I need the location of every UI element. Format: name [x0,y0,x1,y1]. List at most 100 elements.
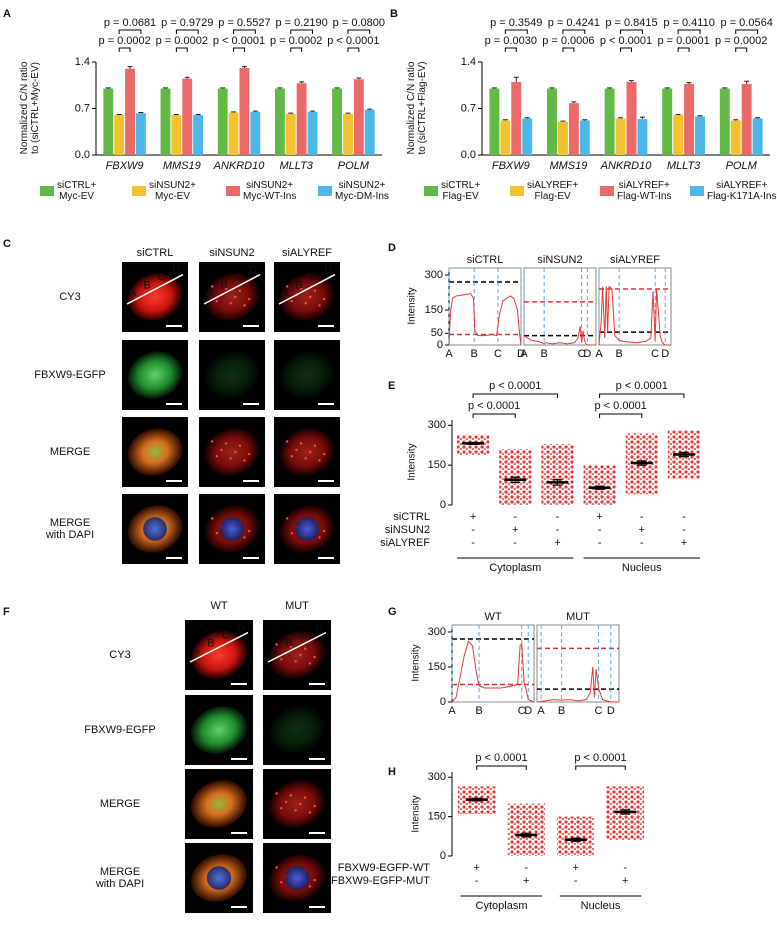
y-tick-label: 0 [437,339,443,351]
bar [125,68,135,155]
y-axis-label: Normalized C/N ratio to (siCTRL+Myc-EV) [19,61,41,155]
p-value: p = 0.0002 [156,35,208,47]
speckle [280,807,283,810]
speckle [280,658,283,661]
speckle [215,532,219,535]
speckle [247,297,251,301]
error-bar [127,66,133,69]
speckle [286,440,289,443]
p-value: p = 0.4241 [548,17,600,29]
speckle [313,289,317,292]
cell [269,631,325,679]
significance-bracket [347,47,360,52]
bar [719,88,730,155]
plot-frame [523,267,597,346]
speckle [211,517,214,520]
speckle [286,285,289,288]
profile-marker: C [222,630,230,642]
error-bar [367,108,373,110]
speckle [304,457,307,460]
y-tick-label: 150 [425,304,443,316]
y-tick-label: 1.4 [75,56,90,68]
profile-title: WT [484,611,501,623]
profile-marker: D [324,264,332,276]
p-value: p = 0.9729 [161,17,213,29]
legend-item: siNSUN2+ Myc-WT-Ins [226,180,296,202]
condition-sign: + [596,511,602,523]
error-bar [195,113,201,116]
legend-swatch [226,186,240,196]
category-label: ANKRD10 [600,160,653,172]
significance-bracket [575,765,626,770]
legend-label: siCTRL+ Myc-EV [57,180,97,202]
error-bar [678,451,689,458]
y-tick-label: 150 [428,661,446,673]
speckle [322,452,326,456]
significance-bracket [504,29,528,34]
condition-sign: - [574,875,578,887]
error-bar [549,87,555,89]
column-label: MUT [285,600,309,612]
row-label: MERGE with DAPI [45,516,95,541]
legend-swatch [510,186,524,196]
significance-bracket [562,29,586,34]
legend-item: siALYREF+ Flag-EV [510,180,578,202]
panel-label: G [388,606,397,618]
bar [752,118,763,155]
speckle [220,448,223,452]
y-axis-label: Intensity [410,795,422,833]
error-bar [686,82,692,84]
significance-bracket [118,47,131,52]
speckle [284,800,288,804]
error-bar [334,87,340,89]
condition-label: FBXW9-EGFP-WT [338,862,431,874]
bar [135,113,146,155]
x-tick-label: B [475,705,482,717]
speckle [318,304,321,307]
legend-label: siNSUN2+ Myc-WT-Ins [243,180,297,202]
speckle [289,645,293,648]
error-bar [582,119,588,121]
legend-label: siALYREF+ Flag-EV [527,180,579,202]
group-label: Cytoplasm [476,900,528,912]
profile-marker: C [310,272,318,284]
bar [193,115,204,155]
legend-swatch [600,186,614,196]
bar [547,88,557,155]
bar [250,111,261,155]
y-tick-label: 0 [440,696,446,708]
condition-sign: + [622,875,628,887]
cell [191,780,247,828]
profile-marker: D [315,622,323,634]
x-tick-label: C [651,348,659,360]
speckle [322,297,326,301]
p-value: p < 0.0001 [616,380,668,392]
error-bar [513,76,519,82]
p-value: p = 0.4110 [663,17,714,29]
error-bar [502,119,508,121]
category-label: MMS19 [549,160,587,172]
speckle [247,452,251,456]
significance-bracket [735,29,759,34]
speckle [313,655,316,659]
y-tick-label: 0 [440,850,446,862]
speckle [224,287,228,290]
legend-item: siALYREF+ Flag-WT-Ins [600,180,671,202]
error-bar [277,87,283,89]
profile-marker: B [220,279,227,291]
y-tick-label: 300 [428,419,446,431]
speckle [229,302,232,305]
panel-label: A [3,8,11,20]
micrograph [185,695,253,765]
intensity-profile [598,285,671,346]
speckle [322,529,326,533]
x-tick-label: B [471,348,478,360]
cell [204,273,260,321]
error-bar [552,479,563,486]
legend-swatch [690,186,704,196]
group-label: Nucleus [622,562,662,574]
speckle [238,289,242,292]
p-value: p < 0.0001 [475,752,527,764]
bar [114,115,125,155]
